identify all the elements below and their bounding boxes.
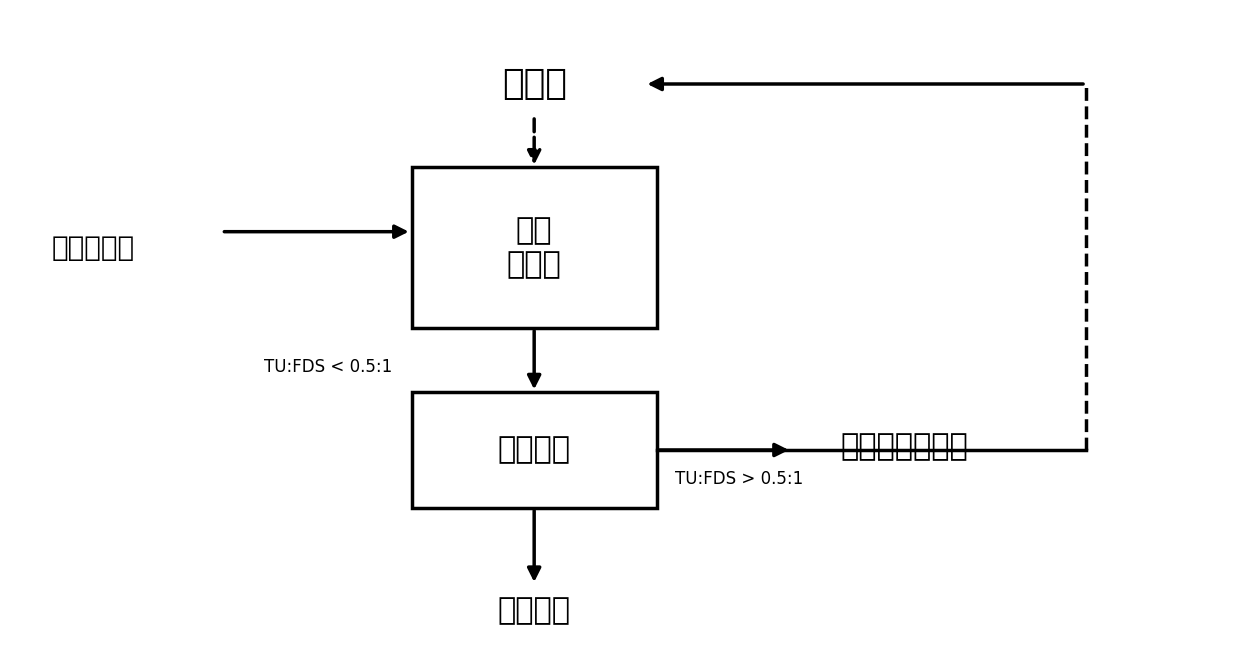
Bar xyxy=(412,392,657,508)
Bar xyxy=(412,167,657,328)
Text: 含硫脲的提余液: 含硫脲的提余液 xyxy=(841,432,968,461)
Text: 浸滤剂: 浸滤剂 xyxy=(502,67,567,101)
Text: 溶剂提取: 溶剂提取 xyxy=(497,436,570,464)
Text: TU:FDS < 0.5:1: TU:FDS < 0.5:1 xyxy=(264,358,393,375)
Text: TU:FDS > 0.5:1: TU:FDS > 0.5:1 xyxy=(675,470,804,488)
Text: 矿石或精矿: 矿石或精矿 xyxy=(51,234,134,262)
Text: 浸出
反应器: 浸出 反应器 xyxy=(507,216,562,279)
Text: 铜富集液: 铜富集液 xyxy=(497,596,570,625)
